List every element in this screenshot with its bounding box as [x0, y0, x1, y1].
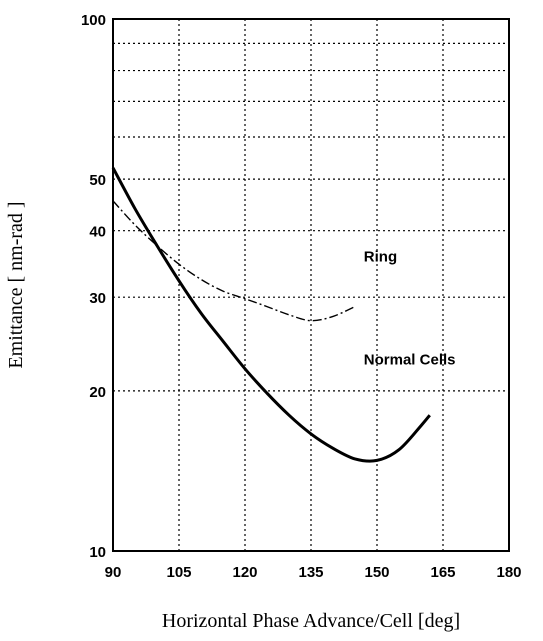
- y-tick-label-100: 100: [81, 12, 106, 29]
- plot-frame: [112, 18, 510, 552]
- curve-label-normal-cells: Normal Cells: [364, 352, 456, 369]
- x-tick-label-105: 105: [166, 564, 191, 581]
- series-line-ring: [112, 200, 356, 322]
- series-line-normal-cells: [111, 167, 431, 463]
- x-tick-label-90: 90: [105, 564, 122, 581]
- x-tick-label-165: 165: [430, 564, 455, 581]
- x-tick-label-120: 120: [232, 564, 257, 581]
- annotations: Ring Normal Cells: [364, 249, 456, 369]
- y-tick-label-20: 20: [89, 384, 106, 401]
- y-tick-label-10: 10: [89, 544, 106, 561]
- series-group: [111, 167, 431, 463]
- curve-label-ring: Ring: [364, 249, 397, 266]
- x-axis-title: Horizontal Phase Advance/Cell [deg]: [162, 610, 460, 632]
- grid-lines: [113, 19, 509, 551]
- y-tick-label-40: 40: [89, 224, 106, 241]
- x-tick-label-135: 135: [298, 564, 323, 581]
- y-tick-label-30: 30: [89, 290, 106, 307]
- x-tick-label-180: 180: [496, 564, 521, 581]
- tick-labels: 90 105 120 135 150 165 180 10 20 30 40 50 100: [81, 12, 522, 581]
- y-tick-label-50: 50: [89, 172, 106, 189]
- y-axis-title: Emittance [ nm-rad ]: [5, 201, 27, 368]
- x-tick-label-150: 150: [364, 564, 389, 581]
